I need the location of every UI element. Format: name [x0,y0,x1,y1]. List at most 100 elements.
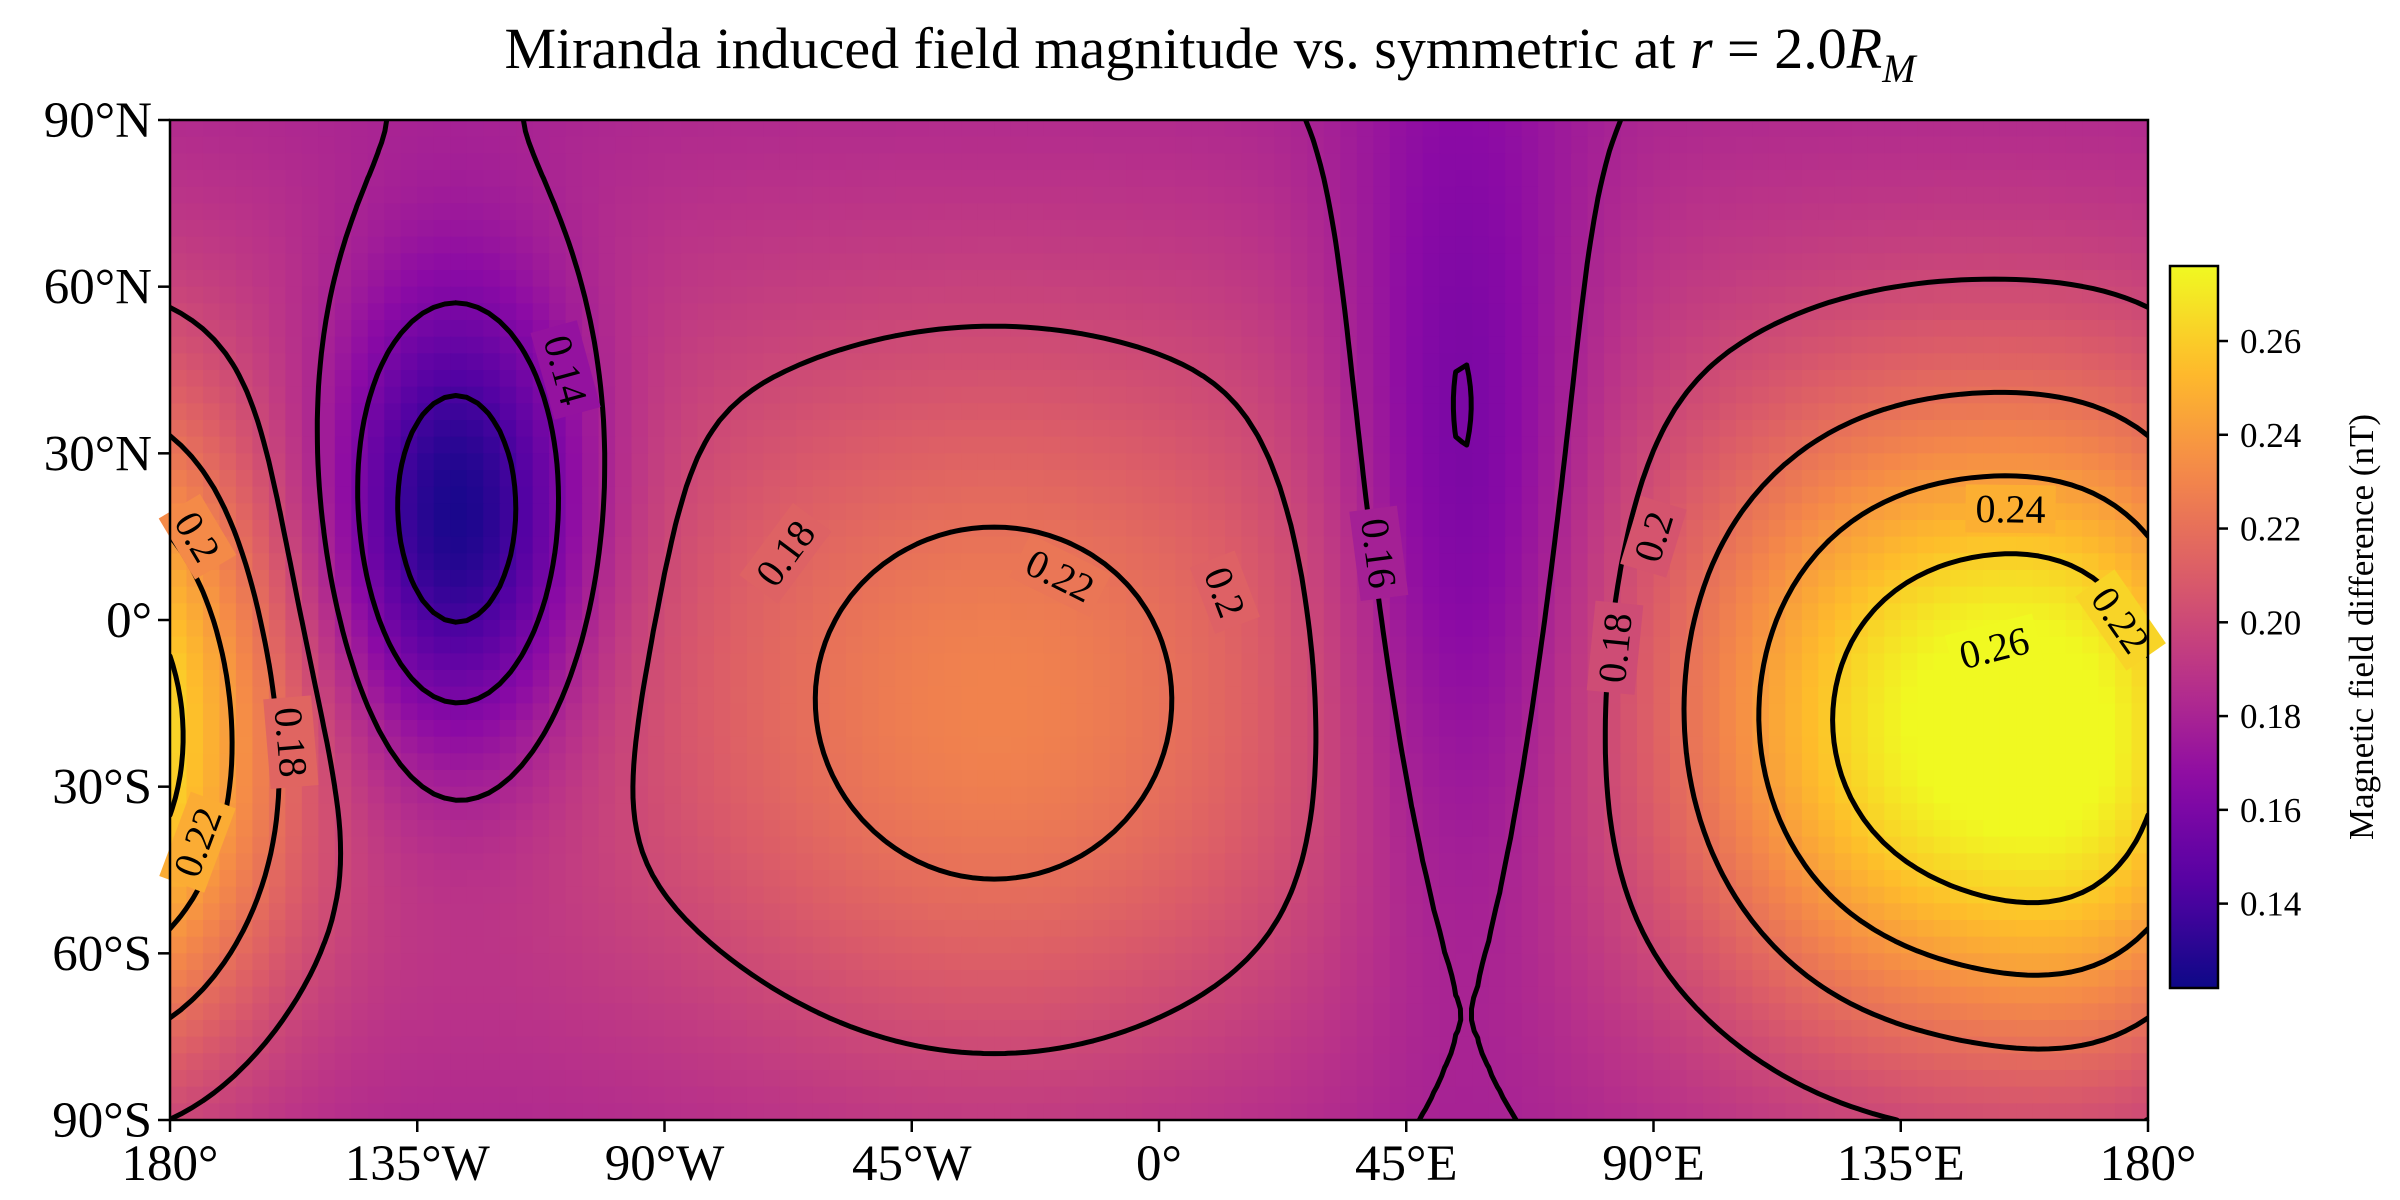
heatmap-cell [1290,720,1309,738]
heatmap-cell [1867,720,1886,738]
heatmap-cell [796,570,814,588]
heatmap-cell [1702,770,1721,788]
heatmap-cell [812,453,831,471]
heatmap-cell [1752,420,1770,438]
heatmap-cell [1472,186,1490,205]
heatmap-cell [384,186,402,205]
heatmap-cell [1472,136,1490,155]
heatmap-cell [1735,753,1754,771]
heatmap-cell [697,770,715,788]
heatmap-cell [1455,620,1474,638]
heatmap-cell [1076,720,1094,738]
heatmap-cell [1290,803,1309,821]
heatmap-cell [1175,453,1193,471]
heatmap-cell [1076,620,1094,638]
heatmap-cell [582,253,600,271]
heatmap-cell [812,770,831,788]
heatmap-cell [1307,420,1325,438]
heatmap-cell [1455,686,1474,705]
heatmap-cell [1521,320,1540,338]
heatmap-cell [829,486,847,505]
heatmap-cell [499,253,518,271]
heatmap-cell [565,420,583,438]
heatmap-cell [1867,536,1886,555]
heatmap-cell [1323,336,1342,355]
heatmap-cell [268,136,287,155]
heatmap-cell [928,370,946,388]
heatmap-cell [532,270,551,288]
heatmap-cell [1043,136,1061,155]
heatmap-cell [318,436,336,455]
heatmap-cell [1653,620,1671,638]
heatmap-cell [1093,320,1111,338]
heatmap-cell [994,570,1012,588]
heatmap-cell [1159,220,1177,238]
heatmap-cell [1356,603,1375,621]
heatmap-cell [1323,403,1342,421]
heatmap-cell [1191,120,1210,138]
heatmap-cell [1109,670,1127,688]
heatmap-cell [170,136,188,155]
heatmap-cell [829,586,847,605]
heatmap-cell [1966,253,1985,271]
heatmap-cell [334,670,353,688]
heatmap-cell [895,336,913,355]
heatmap-cell [2082,720,2100,738]
heatmap-cell [301,136,320,155]
heatmap-cell [549,786,567,805]
heatmap-cell [532,236,551,255]
heatmap-cell [1076,270,1094,288]
heatmap-cell [532,203,551,221]
heatmap-cell [1818,386,1836,405]
heatmap-cell [301,253,320,271]
heatmap-cell [1637,120,1655,138]
heatmap-cell [1208,470,1226,488]
heatmap-cell [1983,186,2001,205]
heatmap-cell [2098,536,2116,555]
heatmap-cell [1488,536,1507,555]
heatmap-cell [1060,236,1078,255]
heatmap-cell [1010,636,1029,655]
heatmap-cell [1983,420,2001,438]
heatmap-cell [1521,203,1540,221]
heatmap-cell [367,686,386,705]
heatmap-cell [466,470,485,488]
heatmap-cell [1060,403,1078,421]
heatmap-cell [483,536,501,555]
heatmap-cell [1472,536,1490,555]
heatmap-cell [1224,803,1243,821]
heatmap-cell [1043,503,1061,521]
heatmap-cell [615,486,633,505]
heatmap-cell [1669,153,1688,171]
heatmap-cell [1752,620,1770,638]
heatmap-cell [1257,803,1276,821]
heatmap-cell [977,653,996,671]
heatmap-cell [1307,353,1325,371]
heatmap-cell [911,403,930,421]
heatmap-cell [829,236,847,255]
heatmap-cell [746,503,765,521]
heatmap-cell [2115,353,2133,371]
heatmap-cell [301,320,320,338]
heatmap-cell [1818,270,1836,288]
heatmap-cell [202,153,221,171]
heatmap-cell [1175,670,1193,688]
heatmap-cell [878,320,897,338]
heatmap-cell [2016,303,2034,321]
heatmap-cell [1191,436,1210,455]
heatmap-cell [598,203,616,221]
heatmap-cell [1060,136,1078,155]
heatmap-cell [516,186,534,205]
heatmap-cell [1538,303,1556,321]
heatmap-cell [1950,603,1968,621]
heatmap-cell [1439,436,1457,455]
heatmap-cell [1884,470,1902,488]
heatmap-cell [1191,420,1210,438]
heatmap-cell [878,186,897,205]
heatmap-cell [186,403,204,421]
heatmap-cell [1389,603,1408,621]
heatmap-cell [1554,286,1572,305]
heatmap-cell [1109,170,1127,188]
heatmap-cell [763,270,781,288]
heatmap-cell [1010,220,1029,238]
